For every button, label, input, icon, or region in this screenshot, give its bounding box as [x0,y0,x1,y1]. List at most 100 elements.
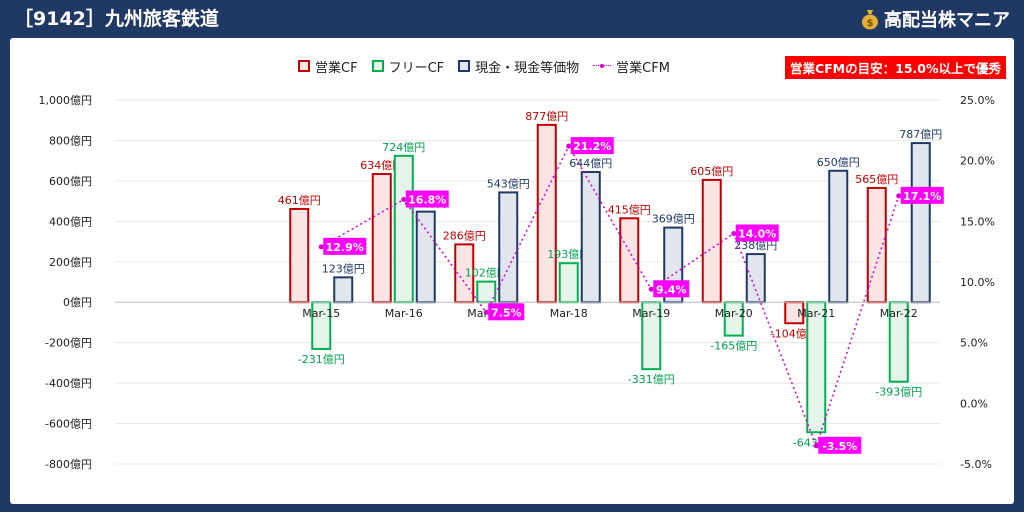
cash-bar-label: 650億円 [817,156,860,169]
y-left-tick-label: -400億円 [45,377,92,390]
cfm-point [483,309,489,315]
chart-plot: 1,000億円 800億円 600億円 400億円 200億円 0億円 -200億円 -400… [39,94,995,471]
free-cf-bar-label: 102億円 [465,267,508,280]
free-cf-bar-label: -393億円 [875,386,922,399]
cfm-point [896,193,902,199]
y-left-tick-label: 0億円 [63,296,92,309]
cash-bar-label: 238億円 [734,239,777,252]
y-right-tick-label: 10.0% [960,276,995,289]
brand-name: 高配当株マニア [884,10,1010,31]
operating-cf-bar-label: 415億円 [608,203,651,216]
operating-cf-bar [619,217,640,304]
free-cf-bar-label: 193億円 [547,248,590,261]
free-cf-bar-label: -231億円 [298,353,345,366]
x-tick-label: Mar-21 [797,307,835,320]
operating-cf-bar-label: -104億円 [771,327,818,340]
legend-item: 営業CF [298,57,358,76]
cfm-point [318,244,324,250]
y-left-tick-label: 600億円 [49,175,92,188]
svg-text:$: $ [867,18,874,29]
cfm-label: 12.9% [326,241,364,254]
free-cf-bar-label: 724億円 [382,141,425,154]
cfm-label-box [735,224,779,242]
money-bag-icon: $ [862,10,878,30]
free-cf-bar [558,262,579,304]
legend-label: 営業CF [315,60,358,76]
cfm-label: 7.5% [491,306,522,319]
cfm-label-box [653,280,690,298]
legend-item: 現金・現金等価物 [458,57,579,76]
cash-bar-label: 123億円 [322,262,365,275]
operating-cf-bar-label: 461億円 [278,194,321,207]
y-left-tick-label: 1,000億円 [39,94,93,107]
cash-bar [910,142,931,304]
y-right-tick-label: 0.0% [960,397,988,410]
legend-swatch [593,61,612,71]
brand: $ 高配当株マニア [860,6,1010,32]
y-right-tick-label: -5.0% [960,458,992,471]
cfm-point [731,230,737,236]
free-cf-bar-label: -165億円 [710,340,757,353]
cfm-label: -3.5% [822,440,857,453]
y-left-tick-label: 800億円 [49,134,92,147]
legend-swatch [458,60,471,72]
y-left-tick-label: 400億円 [49,215,92,228]
y-left-tick-label: -800億円 [45,458,92,471]
x-tick-label: Mar-15 [302,307,340,320]
cash-bar [828,169,849,304]
x-tick-label: Mar-18 [550,307,588,320]
cash-bar [745,253,766,304]
operating-cf-bar-label: 286億円 [443,229,486,242]
x-tick-label: Mar-16 [385,307,423,320]
free-cf-bar-label: -331億円 [628,373,675,386]
cfm-point [813,443,819,449]
cash-bar-label: 787億円 [899,128,942,141]
operating-cf-bar-label: 565億円 [855,173,898,186]
cfm-target-note: 営業CFMの目安：15.0%以上で優秀 [784,56,1006,79]
cfm-label: 21.2% [573,140,611,153]
y-right-tick-label: 15.0% [960,215,995,228]
free-cf-bar [393,154,414,304]
legend-label: 営業CFM [616,60,670,76]
cash-bar [498,191,519,304]
operating-cf-bar-label: 605億円 [690,165,733,178]
cash-bar-label: 644億円 [569,157,612,170]
cfm-label: 17.1% [903,190,941,203]
cfm-label: 16.8% [408,193,446,206]
cash-bar-label: 543億円 [487,177,530,190]
operating-cf-bar-label: 877億円 [525,110,568,123]
x-tick-label: Mar-20 [715,307,753,320]
cfm-line [320,144,900,449]
operating-cf-bar [536,123,557,304]
y-right-tick-label: 25.0% [960,94,995,107]
y-right-tick-label: 20.0% [960,155,995,168]
y-left-tick-label: -600億円 [45,418,92,431]
operating-cf-bar-label: 634億円 [360,159,403,172]
legend-label: 現金・現金等価物 [475,60,580,76]
legend-label: フリーCF [388,60,445,76]
x-tick-label: Mar-19 [632,307,670,320]
free-cf-bar [476,280,497,304]
chart-legend: 営業CF フリーCF 現金・現金等価物 営業CFM [298,56,670,76]
cfm-label: 9.4% [656,283,687,296]
cfm-point [566,143,572,149]
cfm-label-box [900,186,944,204]
cfm-label-box [405,190,449,208]
cfm-label: 14.0% [738,227,776,240]
cfm-label-box [323,237,367,255]
x-tick-label: Mar-22 [880,307,918,320]
free-cf-bar [806,301,827,434]
y-right-tick-label: 5.0% [960,337,988,350]
cfm-point [401,196,407,202]
cfm-label-box [818,436,862,454]
cash-bar [580,170,601,304]
cfm-label-box [570,137,614,155]
legend-item: 営業CFM [593,57,670,76]
cfm-label-box [488,303,525,321]
cash-bar [333,276,354,304]
cfm-point [648,286,654,292]
chart-panel: 1,000億円 800億円 600億円 400億円 200億円 0億円 -200億円 -400… [10,38,1014,504]
legend-item: フリーCF [371,57,445,76]
operating-cf-bar [866,186,887,304]
